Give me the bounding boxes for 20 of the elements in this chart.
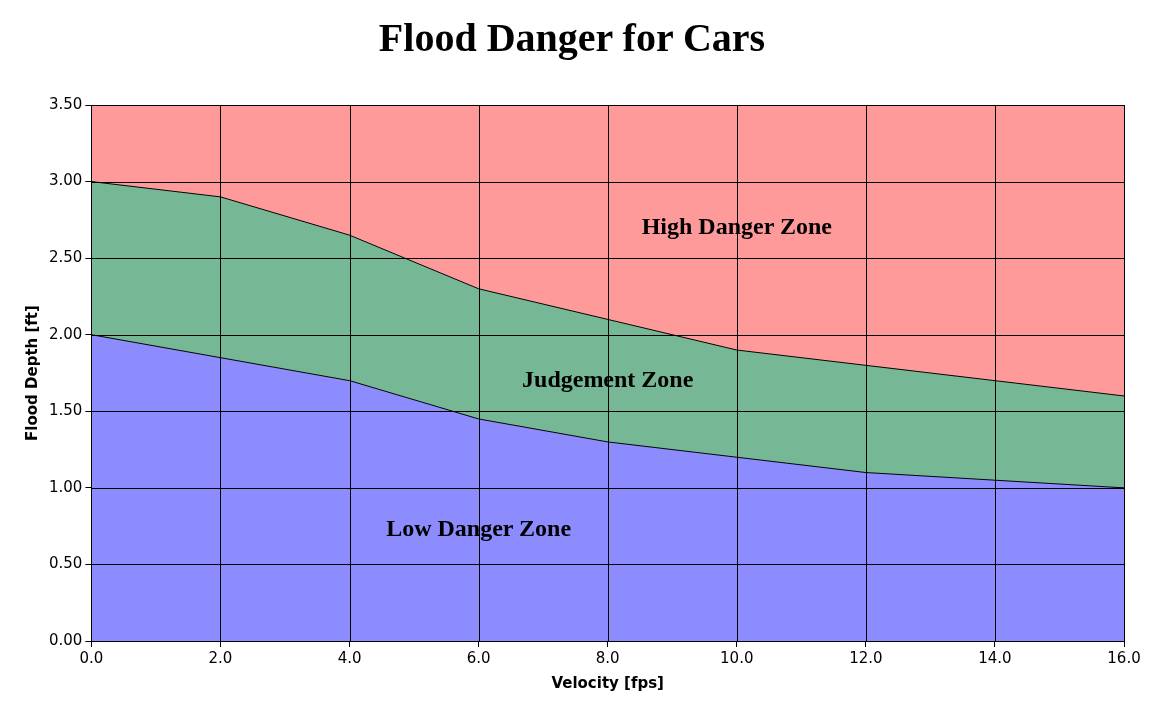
y-tick-label: 3.00: [48, 171, 83, 190]
x-tick-label: 4.0: [337, 648, 362, 667]
x-tick-label: 10.0: [720, 648, 754, 667]
y-tick-label: 0.00: [48, 630, 83, 649]
x-tick-label: 14.0: [978, 648, 1012, 667]
x-tick-label: 12.0: [849, 648, 883, 667]
y-tick-label: 1.50: [48, 401, 83, 420]
y-axis-title: Flood Depth [ft]: [22, 305, 41, 441]
y-tick-label: 3.50: [48, 94, 83, 113]
y-tick-label: 2.50: [48, 248, 83, 267]
x-tick-label: 8.0: [595, 648, 620, 667]
chart-title: Flood Danger for Cars: [378, 15, 766, 61]
x-tick-label: 2.0: [208, 648, 233, 667]
x-tick-label: 6.0: [466, 648, 491, 667]
x-tick-label: 0.0: [79, 648, 104, 667]
y-tick-label: 2.00: [48, 324, 83, 343]
x-tick-label: 16.0: [1107, 648, 1141, 667]
y-tick-label: 0.50: [48, 554, 83, 573]
y-tick-label: 1.00: [48, 477, 83, 496]
x-axis-title: Velocity [fps]: [551, 673, 664, 692]
